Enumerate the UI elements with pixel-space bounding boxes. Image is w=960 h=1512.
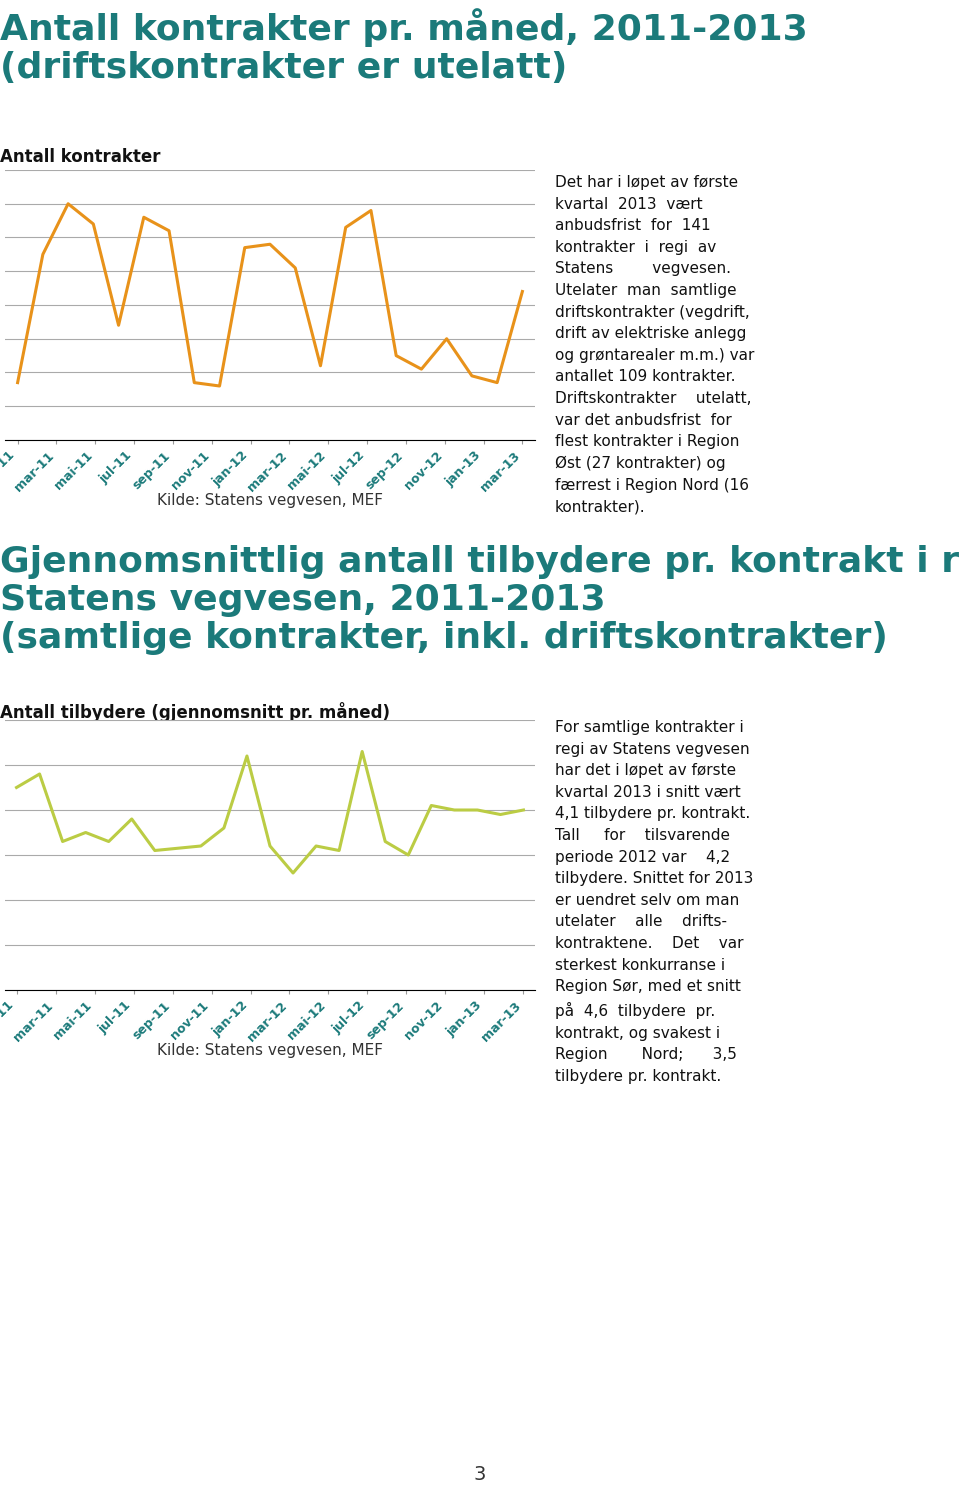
Text: Kilde: Statens vegvesen, MEF: Kilde: Statens vegvesen, MEF: [157, 1042, 383, 1057]
Text: Antall kontrakter: Antall kontrakter: [0, 148, 160, 166]
Text: Det har i løpet av første
kvartal  2013  vært
anbudsfrist  for  141
kontrakter  : Det har i løpet av første kvartal 2013 v…: [555, 175, 755, 514]
Text: Antall kontrakter pr. måned, 2011-2013
(driftskontrakter er utelatt): Antall kontrakter pr. måned, 2011-2013 (…: [0, 8, 807, 85]
Text: Antall tilbydere (gjennomsnitt pr. måned): Antall tilbydere (gjennomsnitt pr. måned…: [0, 703, 390, 723]
Text: Kilde: Statens vegvesen, MEF: Kilde: Statens vegvesen, MEF: [157, 493, 383, 508]
Text: 3: 3: [474, 1465, 486, 1485]
Text: For samtlige kontrakter i
regi av Statens vegvesen
har det i løpet av første
kva: For samtlige kontrakter i regi av Staten…: [555, 720, 754, 1084]
Text: Gjennomsnittlig antall tilbydere pr. kontrakt i regi av
Statens vegvesen, 2011-2: Gjennomsnittlig antall tilbydere pr. kon…: [0, 544, 960, 655]
